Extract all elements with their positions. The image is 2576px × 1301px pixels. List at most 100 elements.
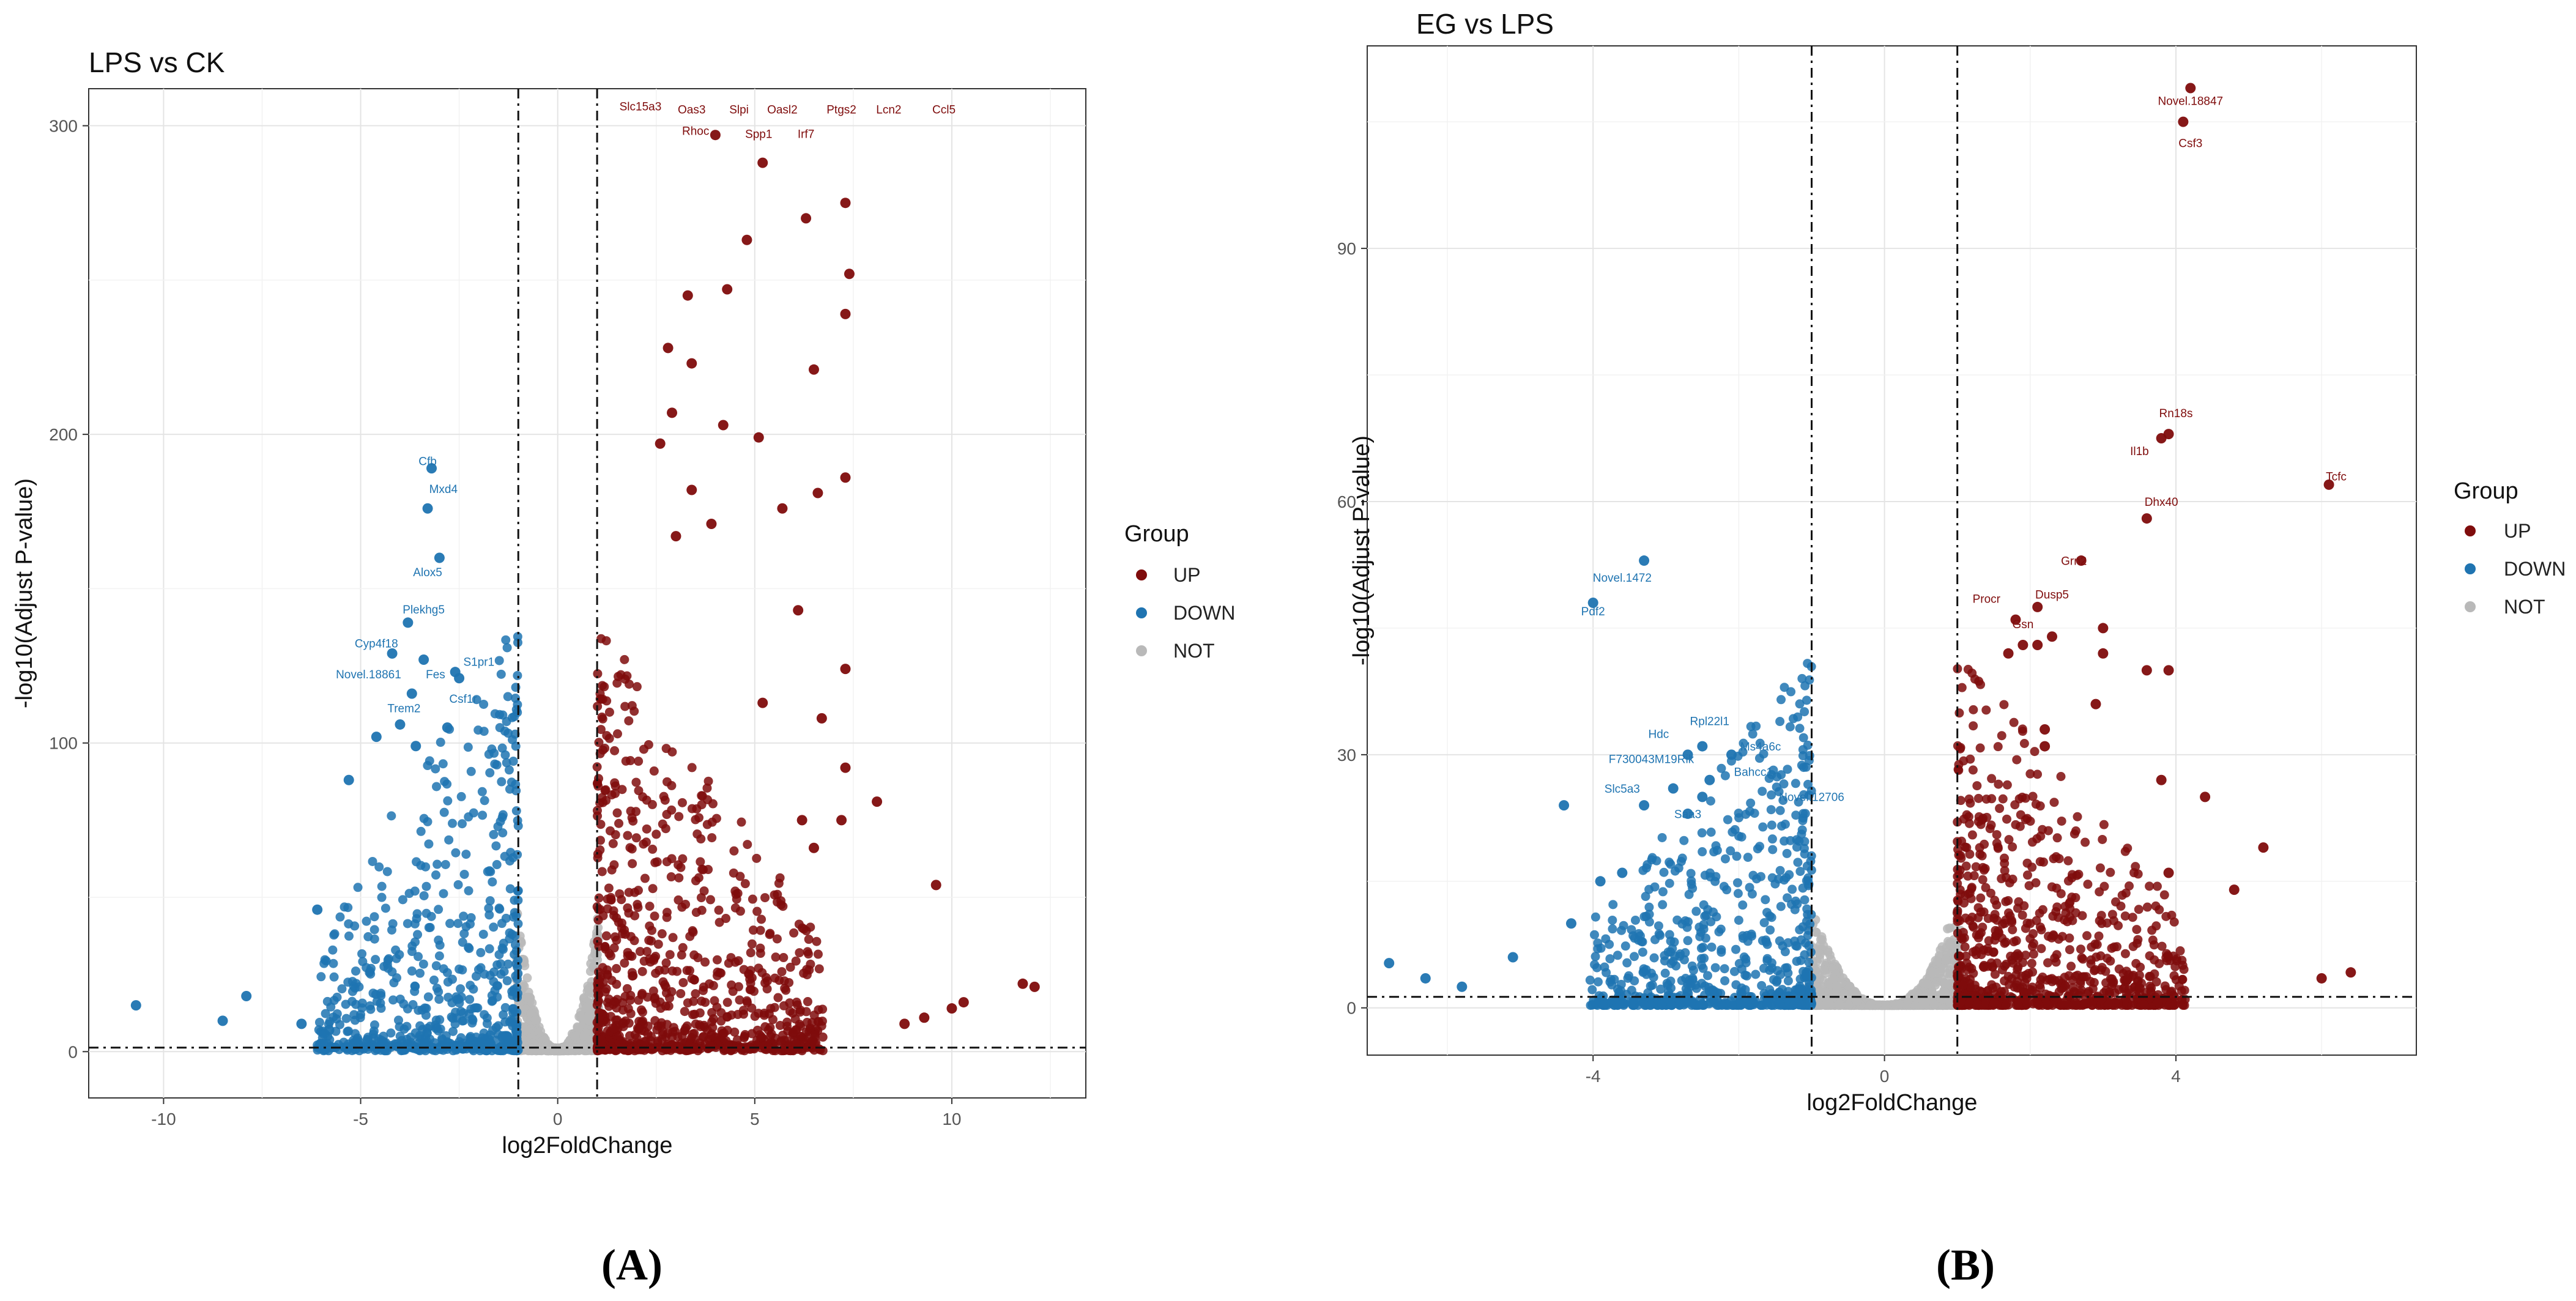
point-down-regulated [491, 841, 501, 851]
point-up-regulated [697, 905, 707, 915]
gene-label: Ccl5 [932, 103, 956, 116]
point-up-regulated [651, 998, 661, 1008]
point-up [872, 796, 883, 807]
point-up-regulated [674, 1042, 683, 1051]
point-down-regulated [1658, 900, 1668, 910]
point-not-significant [1941, 955, 1951, 965]
point-up-regulated [594, 893, 604, 903]
point-down-regulated [511, 806, 521, 816]
point-up-regulated [2133, 869, 2143, 879]
point-not-significant [1919, 978, 1929, 988]
point-up [808, 364, 819, 375]
point-down-regulated [447, 974, 457, 984]
point-down-regulated [1607, 980, 1617, 990]
point-up [840, 664, 851, 675]
point-up-regulated [1998, 794, 2008, 804]
point-up-regulated [692, 829, 702, 839]
point-up-regulated [2019, 738, 2029, 748]
point-down-regulated [369, 912, 379, 922]
point-up-regulated [610, 778, 620, 788]
point-down-regulated [319, 958, 329, 968]
point-up-regulated [795, 948, 804, 958]
point-not-significant [584, 988, 594, 998]
point-down-regulated [513, 670, 522, 680]
point-up [840, 308, 851, 319]
point-down-regulated [1605, 940, 1614, 949]
gene-label: Irf7 [798, 128, 814, 141]
point-up-regulated [620, 929, 630, 939]
point-down-regulated [501, 635, 511, 645]
point-down-regulated [1791, 779, 1800, 788]
point-down-regulated [329, 972, 339, 982]
point-up-regulated [818, 1032, 828, 1042]
gene-label: Mxd4 [429, 483, 458, 496]
point-up-regulated [676, 988, 686, 998]
point-up-regulated [678, 943, 688, 952]
point-not-significant [573, 1023, 582, 1032]
point-down-regulated [484, 866, 494, 876]
point-down-regulated [391, 945, 401, 955]
point-up-regulated [789, 928, 799, 938]
point-up-regulated [601, 636, 611, 646]
y-tick-label: 100 [49, 734, 78, 753]
gene-label: Alox5 [413, 566, 442, 579]
point-down-regulated [471, 971, 481, 981]
point-down-regulated [1782, 848, 1792, 858]
point-down-regulated [463, 743, 473, 752]
point-up-regulated [1986, 820, 1996, 830]
y-tick-label: 300 [49, 117, 78, 136]
point-up-regulated [648, 844, 658, 854]
point-down-regulated [1751, 969, 1761, 979]
point-down-regulated [490, 709, 500, 719]
point-up-regulated [649, 766, 659, 776]
point-down-regulated [448, 1014, 458, 1023]
point-up-regulated [707, 1008, 717, 1018]
point-down-regulated [386, 1028, 396, 1038]
point-down-regulated [1665, 878, 1674, 888]
point-up-regulated [687, 804, 697, 814]
point-down-regulated [414, 1006, 423, 1015]
point-up-regulated [729, 868, 738, 878]
point-down-regulated [371, 955, 380, 965]
point-down-regulated [1710, 877, 1720, 886]
point-down-regulated [419, 1045, 429, 1055]
point-down-regulated [1676, 991, 1685, 1001]
point-not-significant [585, 1016, 595, 1026]
point-up-regulated [2097, 919, 2107, 928]
point-up-regulated [2002, 814, 2011, 824]
point-up-regulated [678, 977, 688, 987]
point-up-regulated [743, 998, 752, 1007]
point-down-regulated [421, 881, 431, 891]
point-up-regulated [2082, 931, 2092, 941]
point-down-regulated [332, 1014, 341, 1024]
point-up-regulated [705, 1040, 715, 1050]
point-down-regulated [1732, 851, 1742, 861]
point-down-regulated [485, 896, 495, 906]
point-up-regulated [770, 973, 780, 983]
point-down-regulated [1593, 938, 1603, 948]
point-down-regulated [329, 930, 339, 940]
point-down-regulated [434, 935, 444, 945]
point-down-regulated [419, 814, 429, 823]
point-down [422, 503, 433, 514]
point-down-regulated [1775, 998, 1784, 1008]
point-up-regulated [696, 857, 705, 867]
point-down-regulated [513, 821, 523, 831]
point-down-regulated [431, 764, 440, 774]
point-up-regulated [624, 716, 634, 725]
point-down-regulated [1776, 902, 1786, 911]
point-down-regulated [496, 669, 506, 679]
point-down-regulated [438, 759, 448, 769]
point-up-regulated [627, 968, 637, 977]
point-up-regulated [631, 777, 641, 787]
point-up-regulated [2054, 854, 2064, 864]
point-down-regulated [488, 877, 497, 887]
point-down-regulated [1686, 869, 1696, 878]
point-down-regulated [512, 1028, 522, 1037]
point-down-regulated [440, 777, 450, 787]
point-down-regulated [451, 848, 461, 858]
point-up-regulated [623, 831, 633, 840]
point-up-regulated [689, 950, 699, 960]
point-up-regulated [665, 950, 675, 960]
point-down-regulated [464, 944, 474, 954]
